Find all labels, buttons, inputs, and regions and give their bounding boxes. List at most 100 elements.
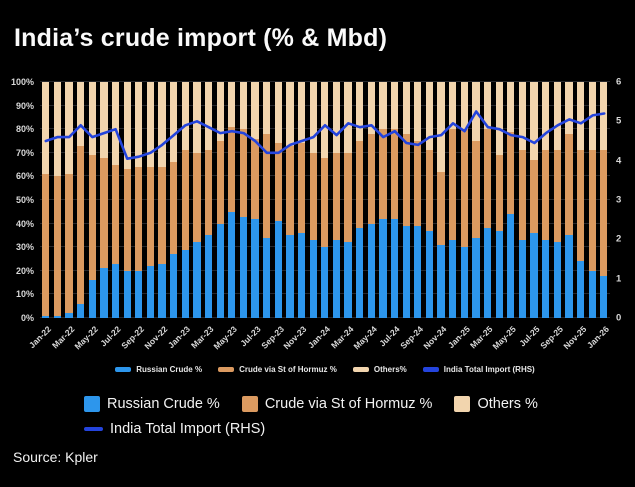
legend-item: Others % <box>454 396 538 412</box>
hormuz-segment <box>100 157 108 269</box>
legend-bottom: Russian Crude % Crude via St of Hormuz % O… <box>84 396 635 437</box>
hormuz-segment <box>204 150 213 236</box>
russian-segment <box>42 315 50 318</box>
hormuz-segment <box>472 141 480 238</box>
others-segment <box>518 82 527 151</box>
left-axis-tick-40: 40% <box>15 218 34 229</box>
chart-title: India’s crude import (% & Mbd) <box>14 24 388 52</box>
x-tick-jul-24: Jul-24 <box>377 324 402 349</box>
x-tick-mar-22: Mar-22 <box>49 324 77 351</box>
hormuz-segment <box>414 141 422 226</box>
hormuz-segment <box>425 150 434 231</box>
stacked-bar-jan-25 <box>459 82 471 318</box>
others-segment <box>135 82 143 167</box>
india-total-import-polyline <box>44 110 606 160</box>
legend-label: Russian Crude % <box>107 396 220 412</box>
total-import-line <box>44 110 606 160</box>
x-tick-jul-22: Jul-22 <box>98 324 123 349</box>
x-tick-may-23: May-23 <box>211 324 240 352</box>
hormuz-segment <box>507 131 515 215</box>
russian-segment <box>170 254 178 318</box>
right-axis-tick-1: 1 <box>616 273 622 285</box>
stacked-bar-aug-22 <box>121 82 133 318</box>
stacked-bar-jan-23 <box>180 82 192 318</box>
others-segment <box>263 82 271 134</box>
stacked-bar-jul-25 <box>528 82 540 318</box>
bar-swatch-icon <box>352 367 369 372</box>
russian-segment <box>507 214 515 318</box>
russian-segment <box>472 237 480 318</box>
stacked-bar-may-22 <box>87 82 99 318</box>
hormuz-segment <box>42 174 50 316</box>
legend-inline-item: Others% <box>352 365 407 374</box>
stacked-bar-jan-22 <box>40 82 52 318</box>
russian-segment <box>181 249 189 318</box>
stacked-bar-oct-23 <box>284 82 296 318</box>
others-segment <box>228 82 236 127</box>
others-segment <box>553 82 561 151</box>
others-segment <box>390 82 399 130</box>
russian-segment <box>204 235 213 318</box>
others-segment <box>170 82 178 163</box>
others-segment <box>437 82 445 172</box>
source-note: Source: Kpler <box>13 449 98 465</box>
hormuz-segment <box>460 129 468 248</box>
left-axis-tick-80: 80% <box>15 124 34 135</box>
hormuz-segment <box>402 133 410 226</box>
stacked-bar-mar-23 <box>203 82 215 318</box>
legend-item: India Total Import (RHS) <box>84 421 265 437</box>
stacked-bar-feb-24 <box>331 82 343 318</box>
stacked-bar-apr-24 <box>354 82 366 318</box>
hormuz-segment <box>344 152 352 243</box>
gridline <box>40 81 610 82</box>
others-segment <box>286 82 294 146</box>
others-segment <box>495 82 503 156</box>
others-segment <box>332 82 341 153</box>
bar-swatch-icon <box>454 396 471 412</box>
others-segment <box>483 82 492 130</box>
stacked-bar-aug-23 <box>261 82 273 318</box>
hormuz-segment <box>483 129 492 229</box>
russian-segment <box>530 233 538 318</box>
stacked-bar-nov-25 <box>575 82 587 318</box>
stacked-bar-jan-26 <box>598 82 610 318</box>
stacked-bar-oct-24 <box>424 82 436 318</box>
x-tick-sep-24: Sep-24 <box>398 324 426 351</box>
russian-segment <box>379 218 387 318</box>
others-segment <box>414 82 422 142</box>
line-swatch-icon <box>422 367 439 372</box>
right-axis-tick-4: 4 <box>616 155 622 167</box>
others-segment <box>146 82 155 167</box>
hormuz-segment <box>576 150 585 262</box>
x-tick-sep-23: Sep-23 <box>258 324 286 351</box>
x-tick-mar-23: Mar-23 <box>189 324 216 351</box>
stacked-bar-dec-24 <box>447 82 459 318</box>
hormuz-segment <box>437 171 445 245</box>
hormuz-segment <box>600 150 608 276</box>
hormuz-segment <box>251 138 259 219</box>
stacked-bar-jul-23 <box>249 82 261 318</box>
stacked-bar-apr-25 <box>493 82 505 318</box>
russian-segment <box>367 223 375 318</box>
x-tick-jan-22: Jan-22 <box>26 324 53 351</box>
others-segment <box>460 82 468 130</box>
bar-swatch-icon <box>84 396 100 412</box>
russian-segment <box>193 242 201 318</box>
stacked-bar-nov-24 <box>435 82 447 318</box>
right-axis-mbd: 0 1 2 3 4 5 6 <box>616 77 634 324</box>
x-tick-may-24: May-24 <box>351 324 379 352</box>
right-axis-tick-2: 2 <box>616 233 622 245</box>
hormuz-segment <box>588 150 596 271</box>
stacked-bar-dec-22 <box>168 82 180 318</box>
left-axis-tick-100: 100% <box>10 77 34 87</box>
legend-inline-item: Crude via St of Hormuz % <box>218 365 337 374</box>
stacked-bar-jul-22 <box>110 82 122 318</box>
right-axis-tick-0: 0 <box>616 312 622 324</box>
hormuz-segment <box>216 141 224 224</box>
legend-item: Russian Crude % <box>84 396 220 412</box>
hormuz-segment <box>565 133 573 236</box>
others-segment <box>507 82 515 132</box>
others-segment <box>542 82 550 151</box>
hormuz-segment <box>309 152 317 241</box>
hormuz-segment <box>170 162 178 255</box>
